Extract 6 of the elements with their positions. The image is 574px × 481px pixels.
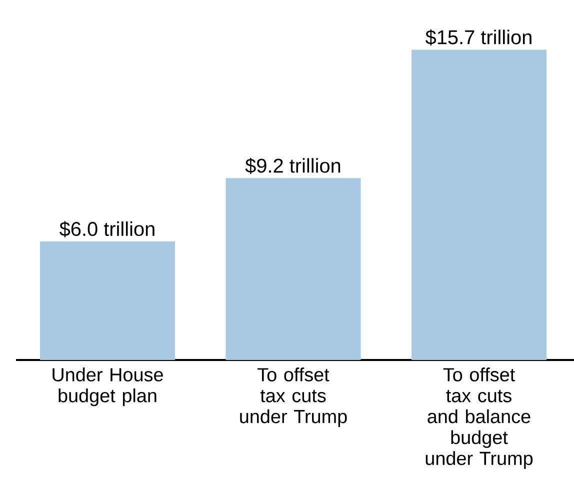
x-tick-label: To offset tax cuts and balance budget under Trump — [426, 368, 533, 469]
data-label: $9.2 trillion — [245, 158, 340, 174]
x-tick-label: Under House budget plan — [52, 368, 163, 406]
data-label: $15.7 trillion — [426, 29, 532, 46]
x-tick-label: To offset tax cuts under Trump — [240, 368, 347, 427]
data-label: $6.0 trillion — [60, 221, 154, 238]
